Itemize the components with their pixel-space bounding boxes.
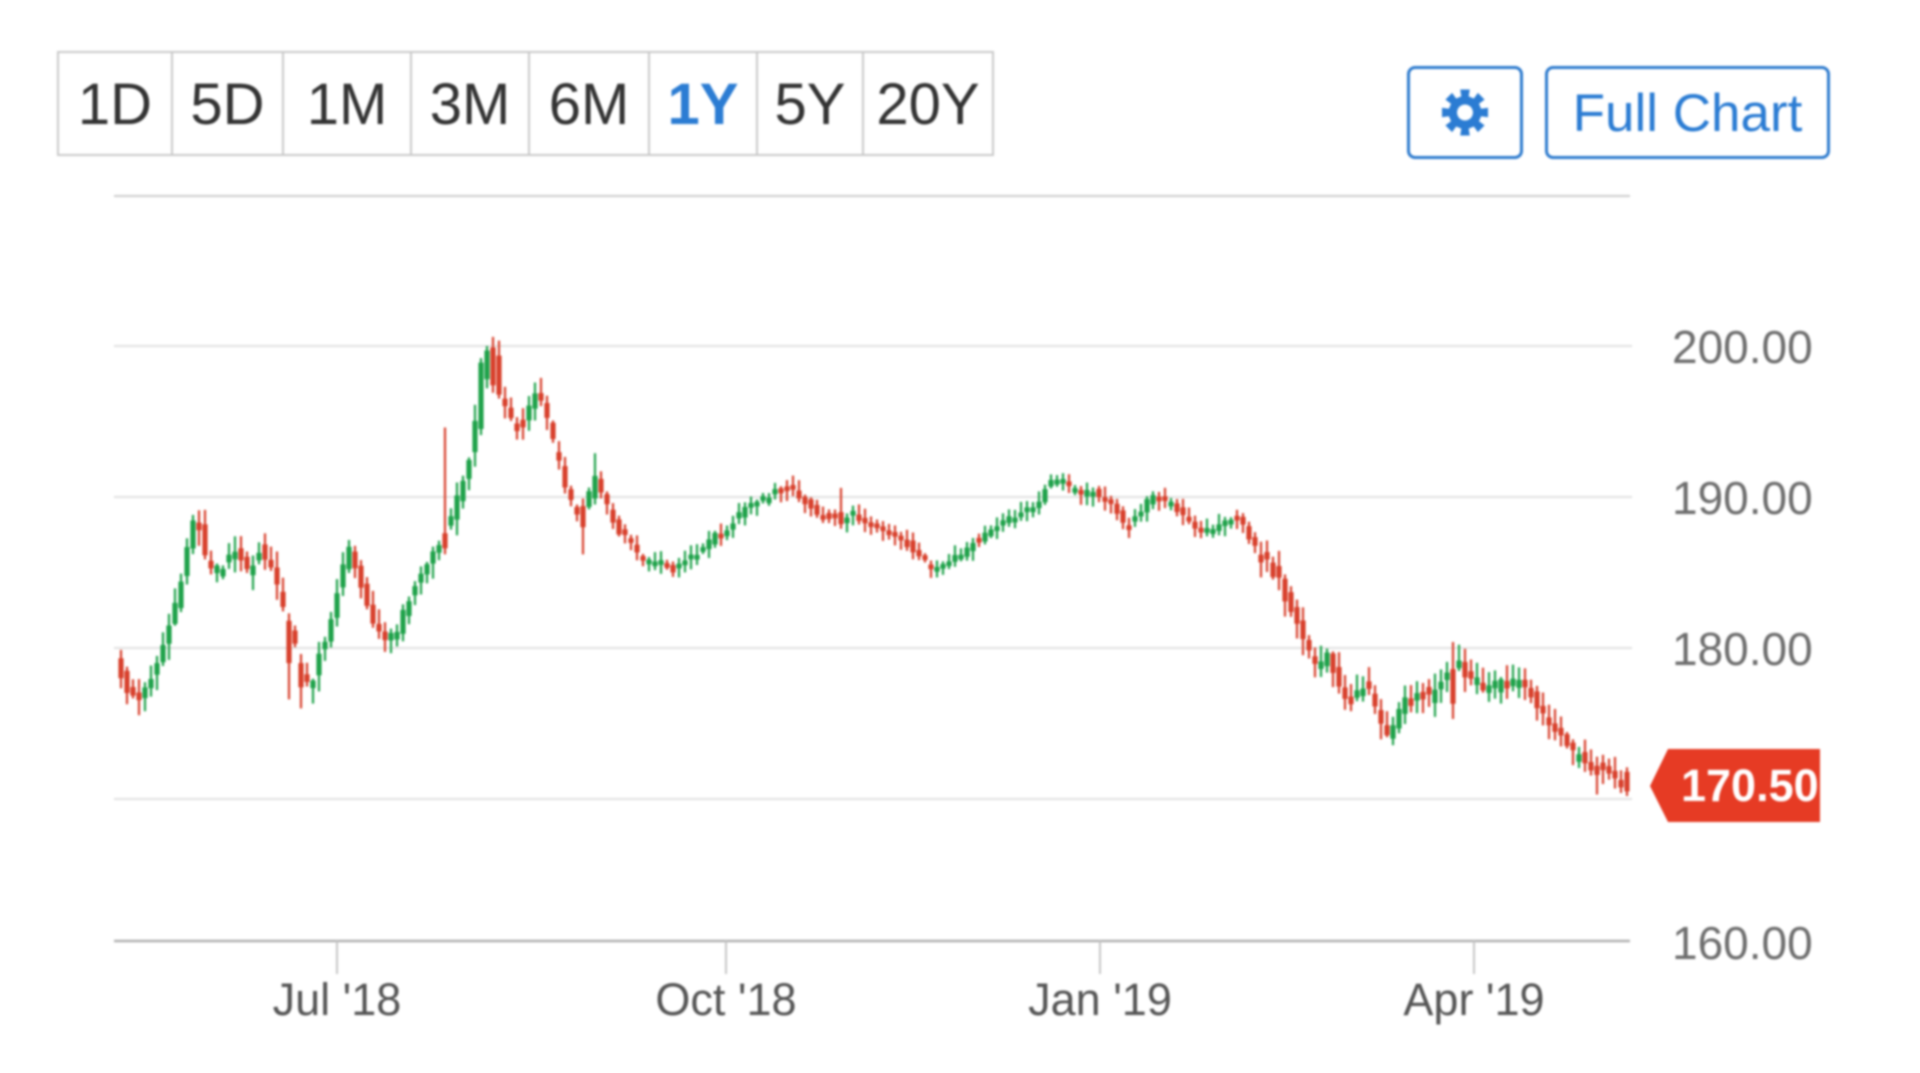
svg-text:200.00: 200.00 <box>1672 321 1813 373</box>
svg-text:Jan '19: Jan '19 <box>1028 974 1172 1025</box>
svg-text:Jul '18: Jul '18 <box>273 974 402 1025</box>
svg-text:180.00: 180.00 <box>1672 623 1813 675</box>
svg-text:170.50: 170.50 <box>1681 760 1819 811</box>
svg-text:Apr '19: Apr '19 <box>1403 974 1544 1025</box>
svg-text:Oct '18: Oct '18 <box>655 974 796 1025</box>
svg-text:190.00: 190.00 <box>1672 472 1813 524</box>
svg-text:160.00: 160.00 <box>1672 917 1813 969</box>
